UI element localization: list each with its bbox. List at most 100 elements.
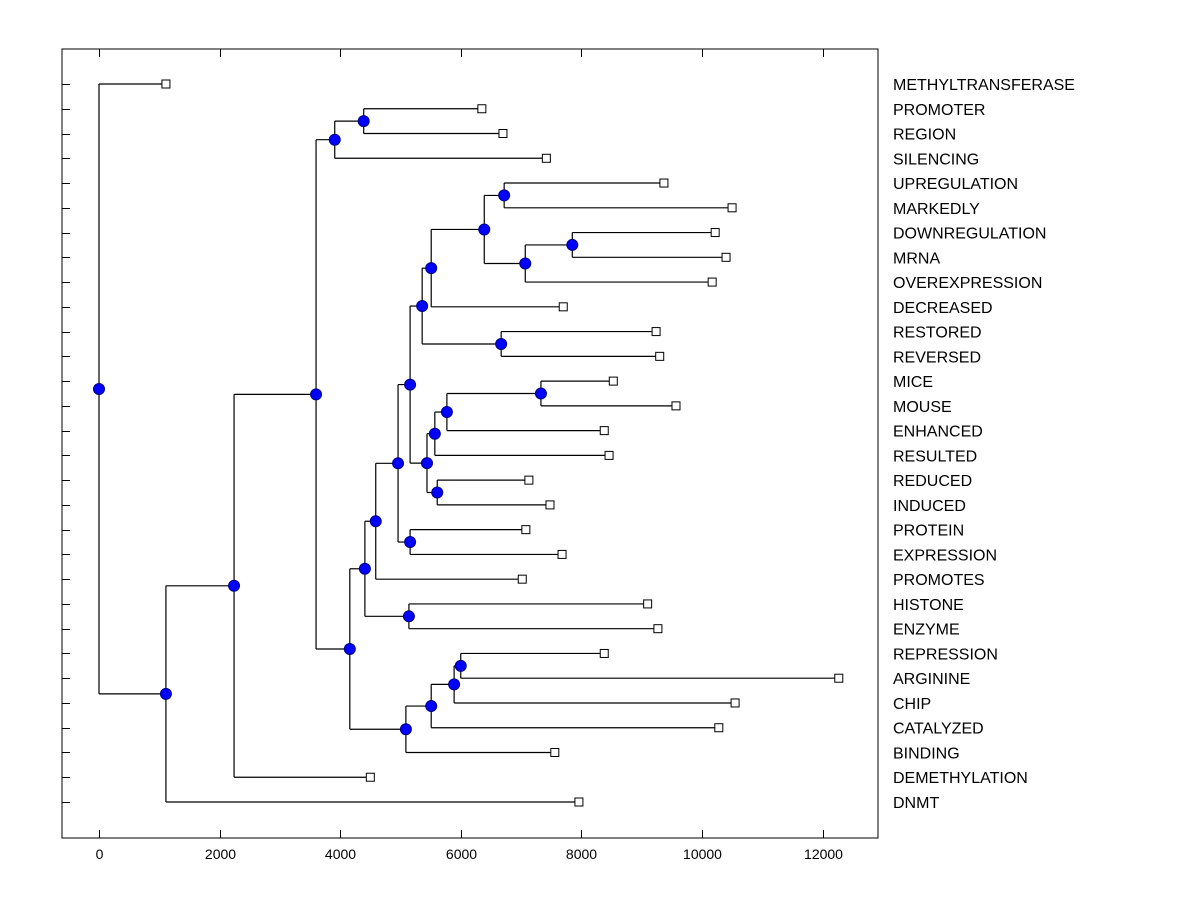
x-tick-label: 0 bbox=[96, 846, 104, 862]
leaf-marker bbox=[714, 723, 724, 733]
x-tick-label: 6000 bbox=[446, 846, 477, 862]
cluster-node-I bbox=[369, 515, 382, 528]
leaf-marker bbox=[599, 648, 609, 658]
plot-frame bbox=[61, 48, 879, 839]
cluster-node-P bbox=[425, 262, 438, 275]
cluster-node-E bbox=[343, 643, 356, 656]
cluster-node-Z bbox=[425, 700, 438, 713]
leaf-label: INDUCED bbox=[893, 498, 966, 515]
leaf-label: ENHANCED bbox=[893, 424, 983, 441]
leaf-label: DECREASED bbox=[893, 300, 993, 317]
leaf-label: SILENCING bbox=[893, 151, 979, 168]
leaf-label: REDUCED bbox=[893, 473, 972, 490]
cluster-node-N bbox=[416, 300, 429, 313]
cluster-node-O bbox=[420, 457, 433, 470]
leaf-label: MICE bbox=[893, 374, 933, 391]
leaf-label: PROTEIN bbox=[893, 523, 964, 540]
x-tick-label: 8000 bbox=[566, 846, 597, 862]
leaf-label: METHYLTRANSFERASE bbox=[893, 77, 1075, 94]
cluster-node-J bbox=[402, 610, 415, 623]
leaf-label: DNMT bbox=[893, 795, 939, 812]
leaf-labels: METHYLTRANSFERASE PROMOTER REGION SILENCING… bbox=[893, 77, 1075, 812]
leaf-label: HISTONE bbox=[893, 597, 964, 614]
leaf-marker bbox=[477, 104, 487, 114]
leaf-marker bbox=[545, 500, 555, 510]
cluster-node-K bbox=[392, 457, 405, 470]
leaf-marker bbox=[608, 376, 618, 386]
leaf-marker bbox=[541, 153, 551, 163]
cluster-node-AA bbox=[448, 678, 461, 691]
leaf-label: CHIP bbox=[893, 696, 931, 713]
leaf-label: REVERSED bbox=[893, 349, 981, 366]
leaf-label: ARGININE bbox=[893, 671, 970, 688]
node-markers bbox=[93, 115, 579, 736]
leaf-marker bbox=[651, 327, 661, 337]
leaf-marker bbox=[834, 673, 844, 683]
leaf-label: REPRESSION bbox=[893, 646, 998, 663]
leaf-marker bbox=[524, 475, 534, 485]
leaf-marker bbox=[557, 549, 567, 559]
x-tick-label: 12000 bbox=[804, 846, 843, 862]
leaf-label: EXPRESSION bbox=[893, 547, 997, 564]
x-tick-label: 4000 bbox=[325, 846, 356, 862]
leaf-marker bbox=[727, 203, 737, 213]
axes bbox=[61, 48, 879, 839]
cluster-node-T bbox=[519, 257, 532, 270]
cluster-node-H bbox=[399, 723, 412, 736]
leaf-label: RESULTED bbox=[893, 448, 977, 465]
leaf-markers bbox=[161, 79, 844, 807]
leaf-marker bbox=[558, 302, 568, 312]
leaf-marker bbox=[161, 79, 171, 89]
x-tick-label: 2000 bbox=[205, 846, 236, 862]
leaf-marker bbox=[671, 401, 681, 411]
leaf-marker bbox=[574, 797, 584, 807]
leaf-label: ENZYME bbox=[893, 622, 960, 639]
x-tick-label: 10000 bbox=[683, 846, 722, 862]
cluster-node-AB bbox=[454, 659, 467, 672]
leaf-label: RESTORED bbox=[893, 325, 982, 342]
cluster-node-W bbox=[431, 486, 444, 499]
leaf-label: MRNA bbox=[893, 250, 940, 267]
leaf-label: MARKEDLY bbox=[893, 201, 980, 218]
cluster-node-B bbox=[228, 579, 241, 592]
leaf-label: DEMETHYLATION bbox=[893, 770, 1028, 787]
cluster-node-F bbox=[357, 115, 370, 128]
leaf-label: OVEREXPRESSION bbox=[893, 275, 1042, 292]
leaf-label: UPREGULATION bbox=[893, 176, 1018, 193]
leaf-marker bbox=[721, 252, 731, 262]
leaf-marker bbox=[550, 747, 560, 757]
leaf-label: BINDING bbox=[893, 745, 960, 762]
leaf-marker bbox=[365, 772, 375, 782]
leaf-label: REGION bbox=[893, 127, 956, 144]
leaf-marker bbox=[710, 228, 720, 238]
leaf-label: PROMOTES bbox=[893, 572, 985, 589]
leaf-marker bbox=[655, 351, 665, 361]
leaf-marker bbox=[498, 129, 508, 139]
leaf-marker bbox=[730, 698, 740, 708]
cluster-node-root bbox=[93, 382, 105, 395]
leaf-marker bbox=[707, 277, 717, 287]
leaf-label: CATALYZED bbox=[893, 721, 984, 738]
leaf-label: PROMOTER bbox=[893, 102, 985, 119]
leaf-marker bbox=[521, 525, 531, 535]
cluster-node-G bbox=[358, 562, 371, 575]
cluster-node-S bbox=[498, 189, 511, 202]
cluster-node-R bbox=[478, 223, 491, 236]
cluster-node-Q bbox=[495, 337, 508, 350]
leaf-marker bbox=[604, 450, 614, 460]
leaf-marker bbox=[643, 599, 653, 609]
cluster-node-V bbox=[428, 427, 441, 440]
leaf-marker bbox=[599, 426, 609, 436]
cluster-node-D bbox=[328, 133, 341, 146]
cluster-node-U bbox=[566, 238, 579, 251]
cluster-node-A bbox=[159, 687, 172, 700]
cluster-node-C bbox=[310, 388, 323, 401]
leaf-marker bbox=[517, 574, 527, 584]
leaf-label: DOWNREGULATION bbox=[893, 226, 1046, 243]
cluster-node-X bbox=[440, 406, 453, 419]
x-tick-labels: 0 2000 4000 6000 8000 10000 12000 bbox=[96, 846, 844, 862]
leaf-marker bbox=[659, 178, 669, 188]
cluster-node-M bbox=[404, 536, 417, 549]
cluster-node-Lx bbox=[404, 378, 417, 391]
